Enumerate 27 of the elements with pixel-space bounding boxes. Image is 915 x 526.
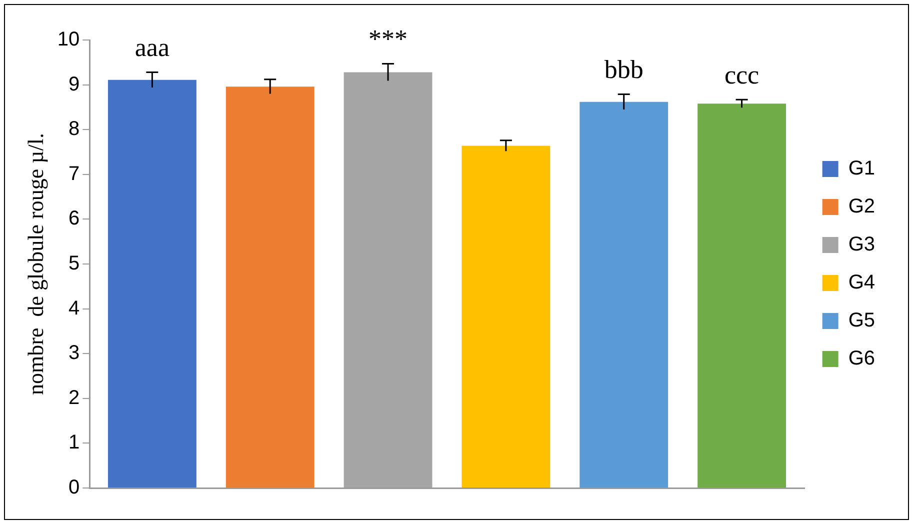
y-tick-label: 3 [68, 342, 80, 364]
bar [108, 80, 196, 488]
legend-label: G3 [848, 234, 876, 256]
y-tick-label: 10 [57, 28, 80, 51]
annotation: aaa [134, 33, 170, 62]
y-tick-label: 6 [68, 208, 80, 230]
y-tick-label: 2 [68, 386, 80, 409]
y-tick-label: 5 [68, 252, 80, 275]
y-tick-label: 8 [68, 118, 80, 140]
legend-label: G5 [848, 310, 876, 332]
annotation: bbb [604, 55, 644, 84]
bar [698, 104, 786, 488]
legend-label: G2 [848, 196, 876, 218]
y-tick-label: 0 [68, 476, 80, 499]
y-tick-label: 1 [68, 432, 80, 454]
y-tick-label: 7 [68, 162, 80, 185]
y-axis-title: nombre de globule rouge µ/l. [22, 133, 48, 395]
bar [580, 102, 668, 488]
bar [462, 146, 550, 488]
y-tick-label: 9 [68, 73, 80, 96]
bar [226, 86, 314, 488]
legend-label: G1 [848, 158, 876, 180]
annotation: *** [368, 24, 408, 54]
annotation: ccc [724, 60, 760, 90]
y-tick-label: 4 [68, 297, 80, 320]
legend-label: G4 [848, 272, 876, 294]
legend-label: G6 [848, 348, 876, 370]
